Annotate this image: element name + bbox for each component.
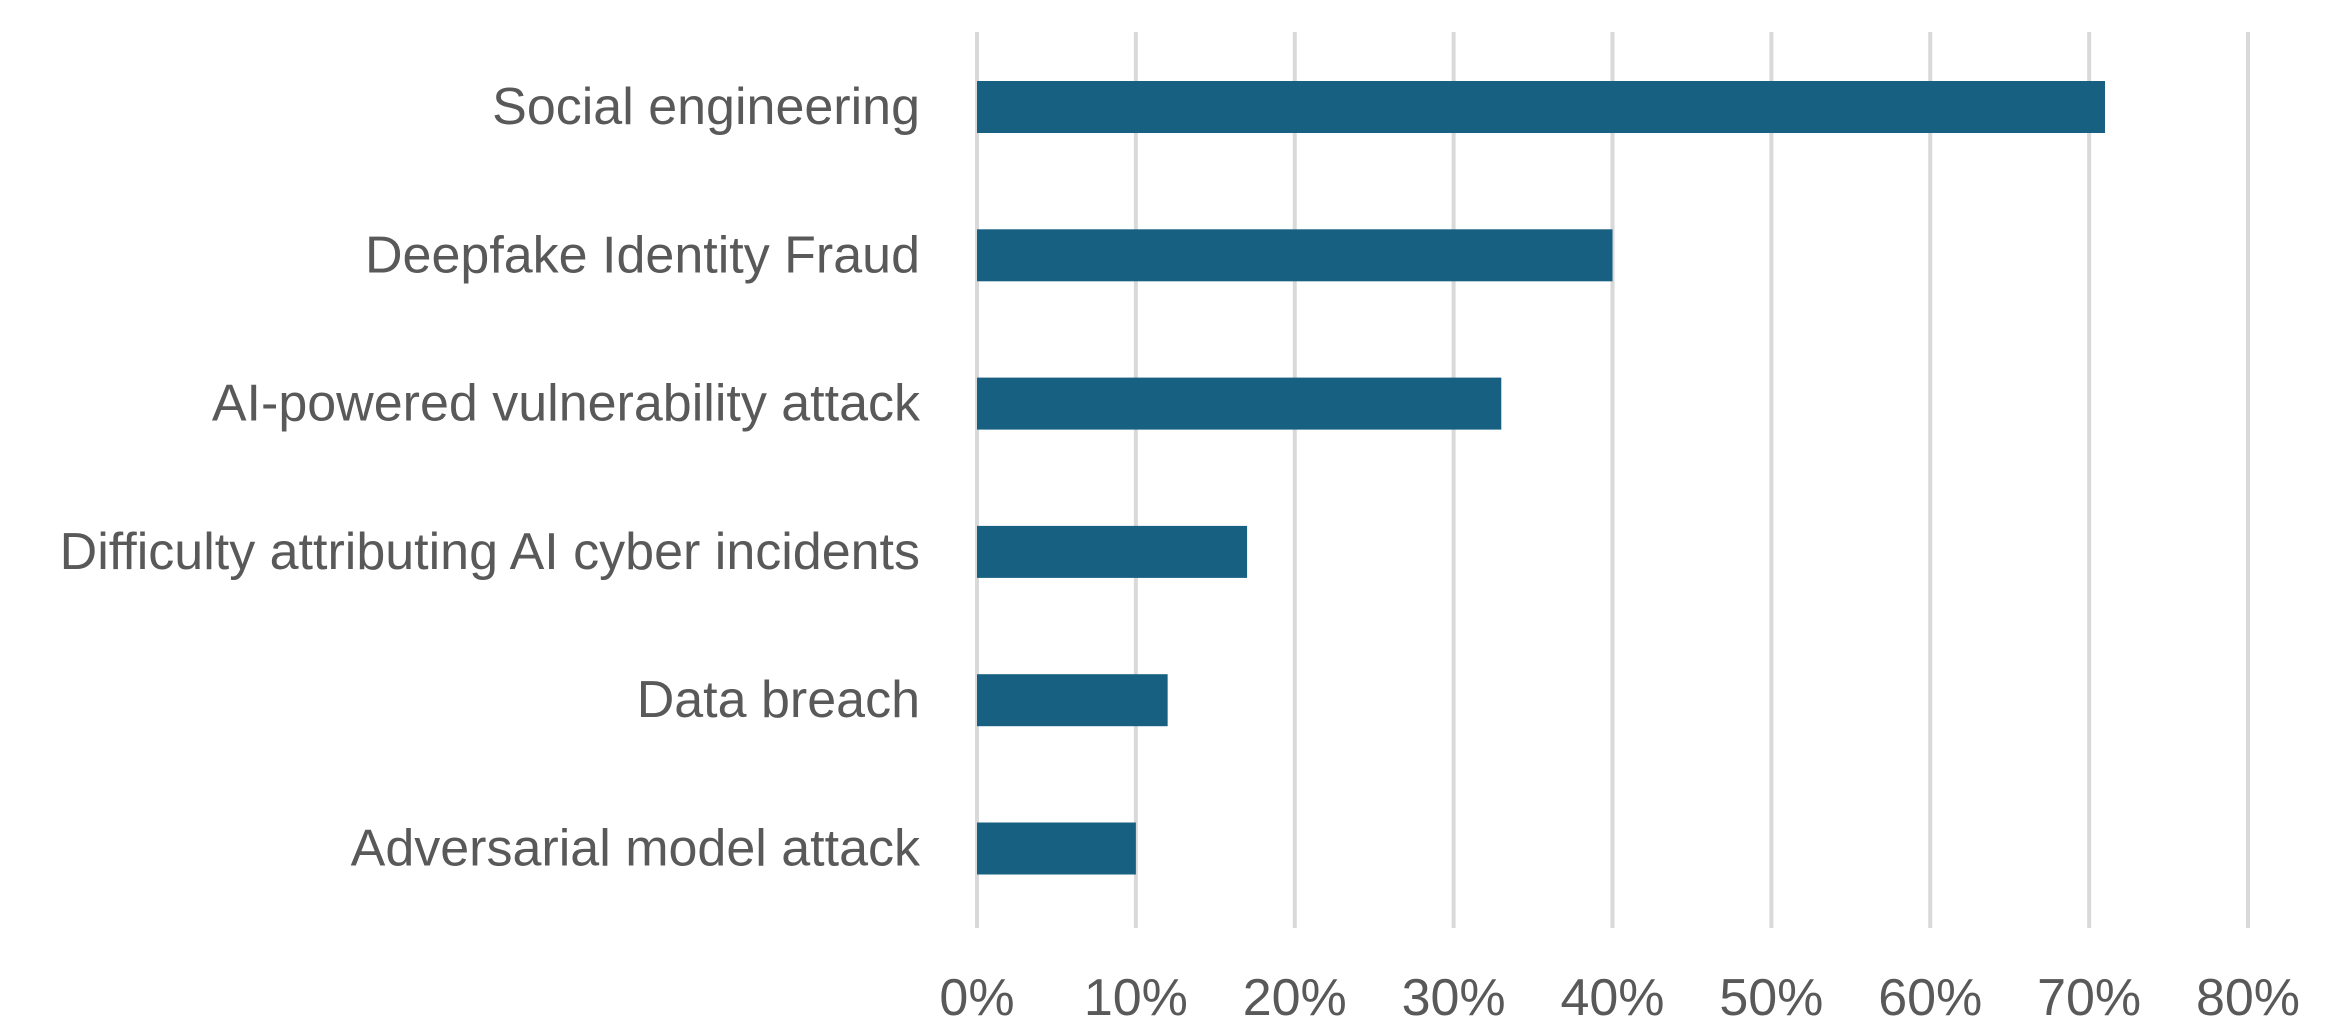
bar xyxy=(977,525,1248,578)
category-label: Deepfake Identity Fraud xyxy=(365,226,920,284)
category-labels: Social engineering Deepfake Identity Frau… xyxy=(60,78,921,878)
x-tick-label: 10% xyxy=(1084,969,1188,1027)
x-tick-label: 40% xyxy=(1560,969,1664,1027)
category-label: AI-powered vulnerability attack xyxy=(212,375,921,433)
category-label: Social engineering xyxy=(492,78,920,136)
bar xyxy=(977,81,2106,133)
x-tick-label: 80% xyxy=(2196,969,2300,1027)
bar xyxy=(977,229,1613,282)
gridlines xyxy=(975,32,2250,928)
bar xyxy=(977,674,1168,727)
x-tick-label: 60% xyxy=(1878,969,1982,1027)
x-tick-label: 20% xyxy=(1243,969,1347,1027)
x-tick-label: 30% xyxy=(1402,969,1506,1027)
bar xyxy=(977,822,1136,875)
x-tick-label: 0% xyxy=(939,969,1014,1027)
x-tick-label: 70% xyxy=(2037,969,2141,1027)
x-tick-label: 50% xyxy=(1719,969,1823,1027)
category-label: Adversarial model attack xyxy=(351,820,921,878)
category-label: Data breach xyxy=(637,671,920,729)
bar xyxy=(977,377,1502,430)
bars xyxy=(977,81,2106,875)
x-tick-labels: 0% 10% 20% 30% 40% 50% 60% 70% 80% xyxy=(939,969,2300,1027)
category-label: Difficulty attributing AI cyber incident… xyxy=(60,523,920,581)
